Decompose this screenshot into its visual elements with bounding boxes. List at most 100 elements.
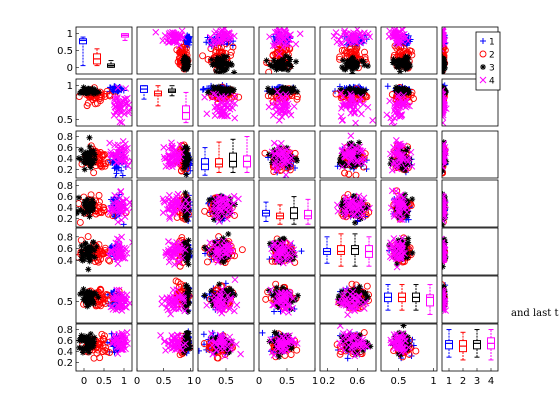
data-point — [86, 252, 93, 259]
data-point — [281, 27, 289, 35]
data-point — [282, 100, 289, 107]
data-point — [442, 142, 446, 149]
data-point — [356, 30, 364, 37]
data-point — [352, 65, 359, 72]
data-point — [231, 99, 239, 107]
boxplot-1 — [201, 147, 209, 176]
panel-plot-area — [162, 234, 193, 270]
data-point — [182, 189, 189, 196]
data-point — [85, 266, 92, 273]
data-point — [278, 65, 285, 72]
data-point — [290, 84, 297, 91]
data-point — [90, 169, 98, 177]
data-point — [275, 50, 283, 58]
data-point — [182, 196, 190, 204]
data-point — [350, 29, 357, 37]
data-point — [351, 87, 358, 94]
data-point — [442, 101, 447, 108]
data-point — [353, 60, 360, 67]
data-point — [395, 40, 402, 48]
data-point — [182, 151, 189, 158]
data-point — [333, 38, 341, 46]
data-point — [90, 159, 97, 166]
data-point — [352, 145, 360, 152]
panel-plot-area — [334, 132, 370, 178]
data-point — [212, 84, 219, 91]
data-point — [390, 210, 398, 218]
data-point — [294, 88, 301, 95]
panel-r1-c4 — [258, 26, 316, 75]
data-point — [274, 64, 281, 71]
data-point — [120, 207, 128, 215]
series-4-points — [442, 192, 449, 225]
data-point — [283, 60, 290, 67]
data-point — [218, 99, 226, 107]
series-4-points — [330, 27, 373, 48]
data-point — [95, 202, 103, 210]
data-point — [91, 156, 98, 163]
panel-r5-c1: 0.40.60.8 — [57, 227, 133, 276]
data-point — [442, 37, 449, 44]
panel-plot-area — [385, 27, 416, 74]
data-point — [354, 159, 361, 166]
data-point — [402, 167, 409, 174]
panel-plot-area — [160, 139, 193, 178]
panel-frame — [380, 78, 438, 127]
panel-frame — [258, 78, 316, 127]
data-point — [200, 86, 207, 93]
data-point — [352, 119, 359, 126]
data-point — [390, 143, 397, 151]
y-tick-label: 1 — [67, 81, 73, 92]
box-iqr — [215, 158, 223, 168]
data-point — [354, 27, 361, 33]
data-point — [390, 158, 398, 166]
series-1-points — [106, 83, 127, 96]
data-point — [115, 88, 122, 95]
data-point — [336, 159, 343, 166]
data-point — [223, 65, 230, 72]
data-point — [165, 39, 172, 46]
data-point — [179, 254, 186, 262]
boxplot-2 — [276, 204, 284, 225]
data-point — [215, 218, 223, 225]
panel-plot-area — [76, 83, 132, 126]
data-point — [183, 66, 190, 73]
data-point — [214, 213, 222, 221]
data-point — [215, 58, 222, 65]
data-point — [292, 40, 300, 48]
data-point — [347, 160, 354, 167]
data-point — [348, 60, 355, 67]
data-point — [182, 148, 189, 155]
data-point — [208, 94, 216, 102]
series-4-points — [337, 89, 376, 126]
data-point — [212, 196, 220, 203]
data-point — [348, 140, 355, 147]
panel-plot-area — [332, 83, 376, 126]
data-point — [283, 41, 291, 49]
data-point — [95, 209, 103, 216]
data-point — [402, 164, 410, 172]
panel-frame — [258, 26, 316, 75]
data-point — [348, 163, 355, 170]
data-point — [403, 204, 411, 212]
data-point — [442, 157, 447, 164]
data-point — [277, 139, 285, 147]
series-4-points — [383, 91, 413, 126]
data-point — [337, 39, 345, 47]
data-point — [357, 147, 365, 155]
data-point — [183, 206, 191, 214]
series-4-points — [160, 139, 185, 171]
data-point — [390, 122, 398, 126]
panel-r2-c6 — [380, 78, 438, 127]
data-point — [217, 64, 224, 71]
data-point — [408, 163, 416, 170]
y-tick-label: 0.6 — [57, 244, 73, 255]
panel-frame — [75, 179, 133, 228]
panel-plot-area — [261, 139, 300, 178]
data-point — [274, 96, 282, 104]
panel-plot-area — [76, 233, 132, 273]
data-point — [442, 139, 447, 146]
series-4-points — [110, 84, 132, 126]
data-point — [270, 64, 277, 71]
data-point — [119, 172, 126, 178]
